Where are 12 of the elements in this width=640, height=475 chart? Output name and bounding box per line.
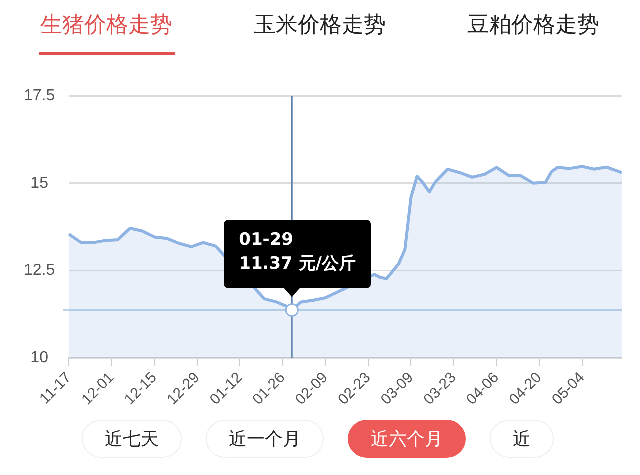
y-tick-label: 10 — [30, 350, 49, 367]
text: 玉米价格走势 — [252, 12, 387, 40]
text: 豆粕价格走势 — [466, 12, 600, 40]
chart-title: 生猪价格走势 — [38, 6, 175, 55]
text: 近 — [490, 420, 554, 458]
annotation: 01-29 11.37 元/公斤 — [239, 230, 356, 274]
text: 近七天 — [82, 420, 182, 458]
text: 近一个月 — [206, 420, 324, 458]
y-tick-label: 15 — [30, 174, 49, 192]
text: 近六个月 — [348, 420, 466, 458]
y-tick-label: 17.5 — [24, 87, 56, 104]
y-tick-label: 12.5 — [24, 262, 56, 280]
